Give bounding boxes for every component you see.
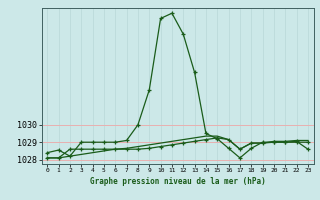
X-axis label: Graphe pression niveau de la mer (hPa): Graphe pression niveau de la mer (hPa)	[90, 177, 266, 186]
